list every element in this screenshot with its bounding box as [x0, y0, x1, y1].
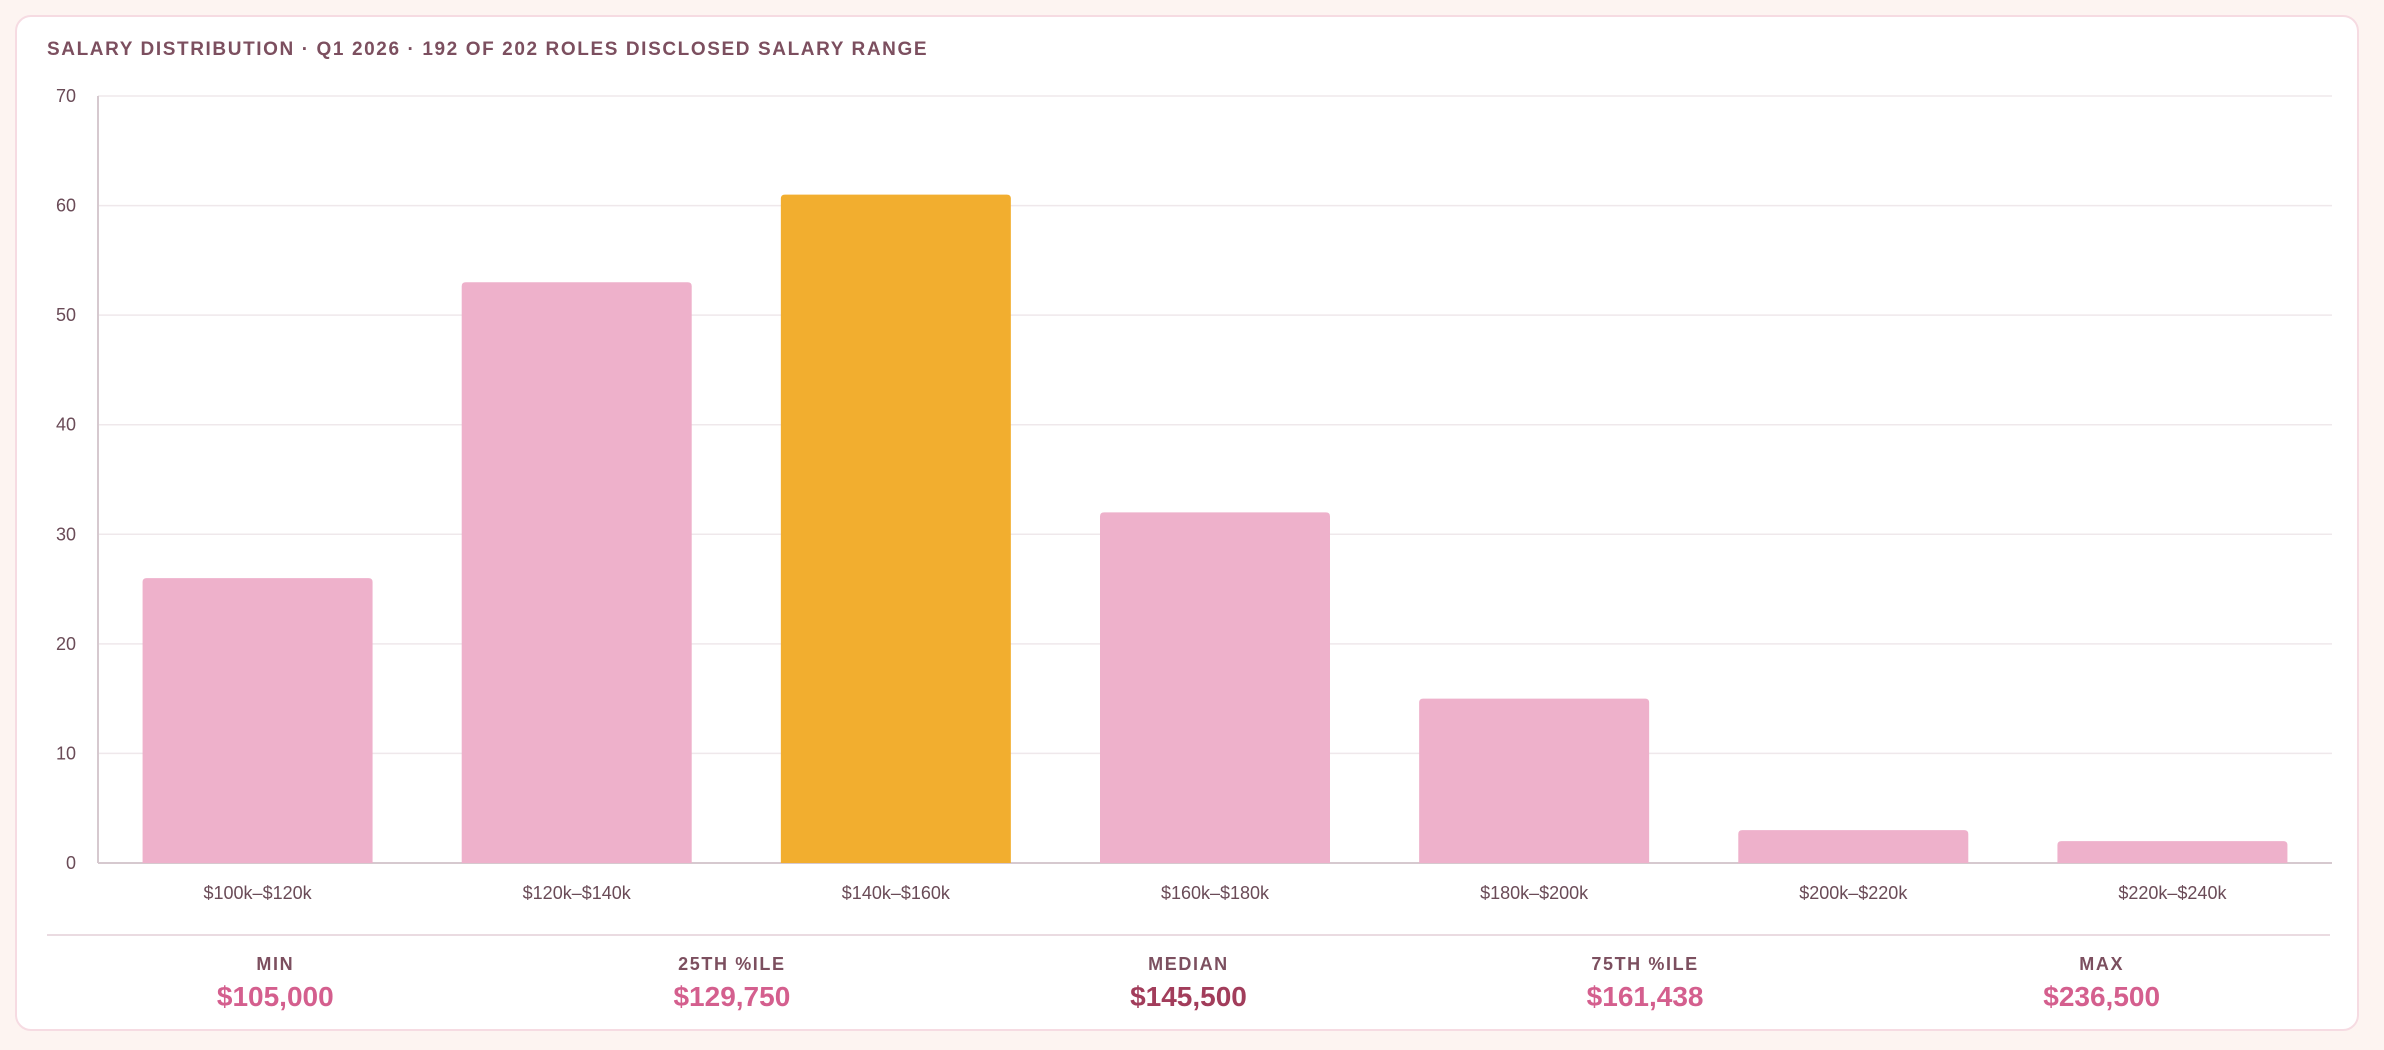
stat-label: MIN: [256, 954, 295, 974]
chart-title: SALARY DISTRIBUTION · Q1 2026 · 192 OF 2…: [47, 39, 929, 60]
bar: [1100, 512, 1330, 863]
x-tick-label: $220k–$240k: [2118, 883, 2227, 903]
x-tick-label: $100k–$120k: [204, 883, 313, 903]
bar: [780, 194, 1011, 864]
stat-value: $161,438: [1586, 981, 1704, 1012]
y-tick-label: 60: [56, 196, 76, 216]
stat-value: $145,500: [1130, 981, 1247, 1012]
y-tick-label: 10: [56, 743, 76, 763]
x-tick-label: $200k–$220k: [1799, 883, 1908, 903]
stat-min: MIN $105,000: [47, 953, 504, 1033]
stat-value: $105,000: [216, 981, 334, 1012]
x-tick-label: $140k–$160k: [842, 883, 951, 903]
bar: [142, 578, 373, 863]
salary-histogram: 0 10 20 30 40 50 60 70 $100k–$120k $120k–$140k $14…: [56, 86, 2332, 903]
x-tick-label: $160k–$180k: [1161, 883, 1270, 903]
stat-75th-percentile: 75TH %ILE $161,438: [1417, 953, 1874, 1033]
bar: [461, 282, 692, 863]
stat-label: MAX: [2079, 954, 2125, 974]
salary-stats: MIN $105,000 25TH %ILE $129,750 MEDIAN $…: [47, 953, 2330, 1033]
stat-max: MAX $236,500: [1873, 953, 2330, 1033]
stat-label: 75TH %ILE: [1591, 954, 1699, 974]
bar: [1738, 830, 1969, 863]
stat-median: MEDIAN $145,500: [960, 953, 1417, 1033]
y-tick-label: 40: [56, 415, 76, 435]
y-tick-label: 70: [56, 86, 76, 106]
stat-value: $236,500: [2043, 981, 2161, 1012]
x-tick-label: $120k–$140k: [523, 883, 632, 903]
stat-label: MEDIAN: [1148, 954, 1229, 974]
stat-value: $129,750: [673, 981, 791, 1012]
stat-25th-percentile: 25TH %ILE $129,750: [504, 953, 961, 1033]
stat-label: 25TH %ILE: [678, 954, 786, 974]
bar: [1419, 698, 1650, 863]
y-tick-label: 20: [56, 634, 76, 654]
bar: [2057, 841, 2288, 863]
salary-distribution-card: SALARY DISTRIBUTION · Q1 2026 · 192 OF 2…: [15, 15, 2359, 1031]
y-tick-label: 0: [66, 853, 76, 873]
stats-divider: [47, 934, 2330, 936]
y-tick-label: 30: [56, 524, 76, 544]
y-tick-label: 50: [56, 305, 76, 325]
x-tick-label: $180k–$200k: [1480, 883, 1589, 903]
